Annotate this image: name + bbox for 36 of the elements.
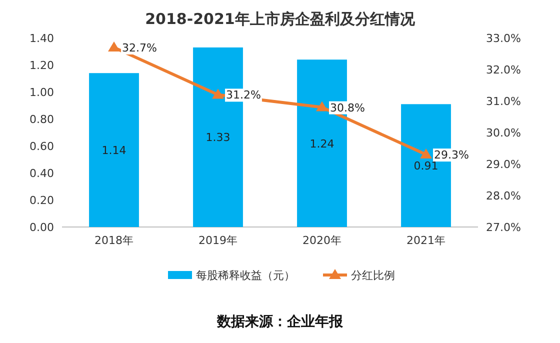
point (108, 41, 120, 52)
point (212, 88, 224, 99)
y-tick-label: 0.20 (30, 194, 54, 207)
data-label: 1.33 (206, 131, 230, 144)
y2-tick-label: 30.0% (486, 126, 521, 140)
data-label: 32.7% (122, 41, 157, 54)
y2-tick-label: 32.0% (486, 64, 521, 76)
x-tick-label: 2020年 (302, 234, 342, 247)
y-tick-label: 0.60 (30, 140, 54, 153)
chart-title: 2018-2021年上市房企盈利及分红情况 (145, 10, 416, 28)
y2-tick-label: 31.0% (486, 95, 521, 108)
data-label: 0.91 (414, 160, 438, 173)
x-tick-label: 2021年 (406, 234, 446, 247)
data-label: 30.8% (330, 101, 365, 114)
y-tick-label: 1.20 (30, 59, 54, 72)
data-label: 31.2% (226, 88, 261, 102)
legend-label: 分红比例 (351, 269, 395, 282)
point (316, 101, 328, 112)
y-tick-label: 1.40 (30, 32, 54, 45)
y-tick-label: 0.40 (30, 167, 54, 180)
legend-label: 每股稀释收益（元） (196, 269, 295, 282)
point (420, 148, 432, 159)
y2-tick-label: 29.0% (486, 158, 521, 171)
y-tick-label: 0.80 (30, 113, 54, 126)
y2-tick-label: 27.0% (486, 221, 521, 234)
y2-tick-label: 33.0% (486, 32, 521, 45)
y2-tick-label: 28.0% (486, 190, 521, 202)
data-label: 1.14 (102, 144, 126, 158)
data-label: 1.24 (310, 137, 334, 150)
x-tick-label: 2018年 (94, 234, 134, 247)
data-label: 29.3% (434, 148, 469, 162)
source-note: 数据来源：企业年报 (216, 314, 344, 330)
bar (89, 73, 139, 227)
y-tick-label: 0.00 (30, 221, 54, 234)
y-tick-label: 1.00 (30, 86, 54, 99)
x-tick-label: 2019年 (198, 234, 238, 247)
